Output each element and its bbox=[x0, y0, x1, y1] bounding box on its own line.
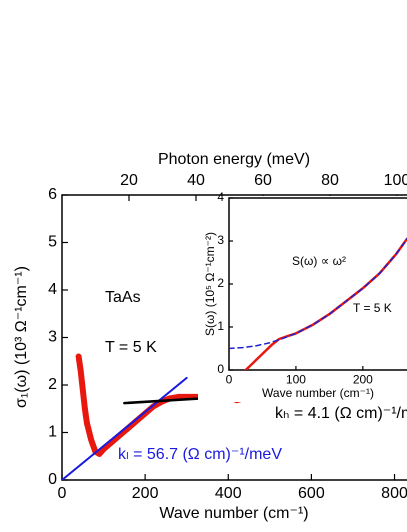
x-tick-label: 200 bbox=[353, 372, 373, 386]
annotation: kₗ = 56.7 (Ω cm)⁻¹/meV bbox=[118, 446, 282, 463]
annotation: T = 5 K bbox=[353, 301, 392, 315]
plot-area bbox=[229, 237, 407, 370]
inset-background bbox=[198, 196, 407, 402]
data-line bbox=[62, 376, 188, 480]
x-axis-title: Wave number (cm⁻¹) bbox=[262, 386, 374, 400]
x-tick-label: 600 bbox=[298, 485, 325, 502]
x-tick-label: 100 bbox=[286, 372, 306, 386]
y-tick-label: 3 bbox=[217, 233, 224, 247]
x2-axis-title: Photon energy (meV) bbox=[158, 151, 310, 168]
x-tick-label: 0 bbox=[58, 485, 67, 502]
y-tick-label: 6 bbox=[48, 186, 57, 203]
x-axis-title: Wave number (cm⁻¹) bbox=[159, 505, 308, 522]
x-tick-label: 200 bbox=[132, 485, 159, 502]
x-tick-label: 800 bbox=[381, 485, 407, 502]
x2-tick-label: 20 bbox=[120, 172, 138, 189]
y-tick-label: 3 bbox=[48, 329, 57, 346]
y-tick-label: 0 bbox=[217, 362, 224, 376]
annotation: kₕ = 4.1 (Ω cm)⁻¹/m bbox=[275, 405, 407, 422]
y-tick-label: 0 bbox=[48, 471, 57, 488]
y-tick-label: 1 bbox=[217, 319, 224, 333]
y-tick-label: 5 bbox=[48, 234, 57, 251]
y-axis-title: S(ω) (10⁵ Ω⁻¹cm⁻²) bbox=[203, 232, 217, 336]
x2-tick-label: 100 bbox=[384, 172, 407, 189]
y-tick-label: 4 bbox=[48, 281, 57, 298]
x-tick-label: 400 bbox=[215, 485, 242, 502]
annotation: T = 5 K bbox=[105, 339, 157, 356]
y-tick-label: 2 bbox=[217, 276, 224, 290]
data-line bbox=[229, 238, 407, 350]
y-tick-label: 4 bbox=[217, 190, 224, 204]
x-tick-label: 0 bbox=[226, 372, 233, 386]
annotation: TaAs bbox=[105, 289, 141, 306]
x2-tick-label: 40 bbox=[187, 172, 205, 189]
y-axis-title: σ₁(ω) (10³ Ω⁻¹cm⁻¹) bbox=[13, 266, 30, 408]
x2-tick-label: 80 bbox=[321, 172, 339, 189]
y-tick-label: 2 bbox=[48, 376, 57, 393]
x2-tick-label: 60 bbox=[254, 172, 272, 189]
y-tick-label: 1 bbox=[48, 424, 57, 441]
annotation: S(ω) ∝ ω² bbox=[292, 254, 346, 268]
